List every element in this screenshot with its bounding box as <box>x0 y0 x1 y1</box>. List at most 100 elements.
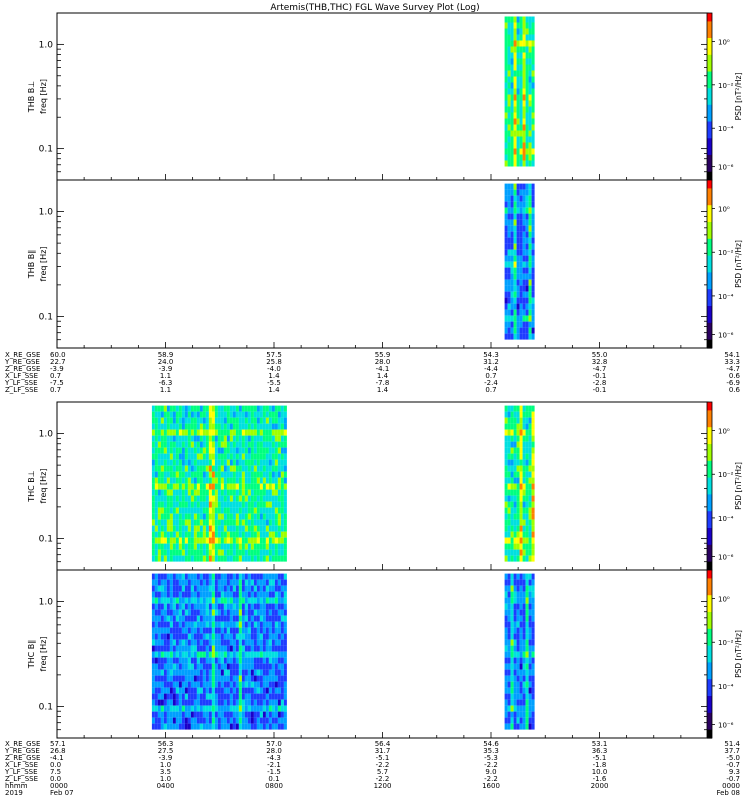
heatmap-cell <box>229 501 233 508</box>
heatmap-cell <box>175 549 179 556</box>
heatmap-cell <box>217 663 221 670</box>
heatmap-cell <box>513 249 517 256</box>
heatmap-cell <box>507 519 511 526</box>
colorbar-tick-label: 10⁻² <box>718 471 734 479</box>
heatmap-cell <box>265 495 269 502</box>
heatmap-cell <box>229 705 233 712</box>
heatmap-cell <box>235 477 239 484</box>
heatmap-cell <box>531 315 535 322</box>
heatmap-cell <box>250 465 254 472</box>
heatmap-cell <box>531 603 535 610</box>
heatmap-cell <box>516 100 520 107</box>
heatmap-cell <box>169 711 173 718</box>
heatmap-cell <box>163 471 167 478</box>
heatmap-cell <box>519 88 523 95</box>
colorbar-segment <box>707 729 712 733</box>
heatmap-cell <box>253 513 257 520</box>
heatmap-cell <box>522 549 526 556</box>
heatmap-cell <box>277 555 281 562</box>
heatmap-cell <box>507 597 511 604</box>
heatmap-cell <box>265 621 269 628</box>
heatmap-cell <box>271 687 275 694</box>
heatmap-cell <box>531 423 535 430</box>
heatmap-cell <box>268 621 272 628</box>
heatmap-cell <box>187 549 191 556</box>
colorbar-segment <box>707 645 712 649</box>
heatmap-cell <box>256 693 260 700</box>
heatmap-cell <box>507 261 511 268</box>
heatmap-cell <box>232 579 236 586</box>
heatmap-cell <box>232 651 236 658</box>
heatmap-cell <box>519 285 523 292</box>
heatmap-cell <box>211 519 215 526</box>
x-axis-ticks <box>56 342 709 348</box>
ephemeris-value: 24.0 <box>158 358 174 366</box>
colorbar-segment <box>707 213 712 217</box>
heatmap-cell <box>516 52 520 59</box>
heatmap-cell <box>238 417 242 424</box>
heatmap-cell <box>244 693 248 700</box>
heatmap-cell <box>160 501 164 508</box>
heatmap-cell <box>229 549 233 556</box>
heatmap-cell <box>271 675 275 682</box>
heatmap-cell <box>181 543 185 550</box>
heatmap-cell <box>522 507 526 514</box>
heatmap-cell <box>175 645 179 652</box>
colorbar-segment <box>707 74 712 78</box>
heatmap-cell <box>259 447 263 454</box>
colorbar-segment <box>707 138 712 142</box>
heatmap-cell <box>217 657 221 664</box>
colorbar-segment <box>707 163 712 167</box>
heatmap-cell <box>202 459 206 466</box>
heatmap-cell <box>507 531 511 538</box>
heatmap-cell <box>507 687 511 694</box>
heatmap-cell <box>504 333 508 340</box>
heatmap-cell <box>178 465 182 472</box>
heatmap-cell <box>522 453 526 460</box>
heatmap-cell <box>516 213 520 220</box>
heatmap-cell <box>528 237 532 244</box>
colorbar-segment <box>707 328 712 332</box>
heatmap-cell <box>247 681 251 688</box>
colorbar-segment <box>707 424 712 428</box>
heatmap-cell <box>217 717 221 724</box>
heatmap-cell <box>187 507 191 514</box>
heatmap-cell <box>178 543 182 550</box>
heatmap-cell <box>187 543 191 550</box>
heatmap-cell <box>202 453 206 460</box>
heatmap-cell <box>516 693 520 700</box>
heatmap-cell <box>190 543 194 550</box>
heatmap-cell <box>196 681 200 688</box>
heatmap-cell <box>522 645 526 652</box>
heatmap-cell <box>229 483 233 490</box>
heatmap-cell <box>238 663 242 670</box>
heatmap-cell <box>531 537 535 544</box>
heatmap-cell <box>531 435 535 442</box>
heatmap-cell <box>223 693 227 700</box>
heatmap-cell <box>280 555 284 562</box>
heatmap-cell <box>214 699 218 706</box>
heatmap-cell <box>265 429 269 436</box>
heatmap-cell <box>274 675 278 682</box>
colorbar-segment <box>707 687 712 691</box>
colorbar-segment <box>707 718 712 722</box>
heatmap-cell <box>187 459 191 466</box>
heatmap-cell <box>510 513 514 520</box>
heatmap-cell <box>265 609 269 616</box>
ephemeris-row-label: Y_LF_SSE <box>4 768 38 776</box>
heatmap-cell <box>519 549 523 556</box>
heatmap-cell <box>519 142 523 149</box>
heatmap-cell <box>181 645 185 652</box>
heatmap-cell <box>172 471 176 478</box>
ephemeris-value: 22.7 <box>50 358 66 366</box>
heatmap-cell <box>250 621 254 628</box>
heatmap-cell <box>247 549 251 556</box>
heatmap-cell <box>214 537 218 544</box>
colorbar-segment <box>707 280 712 285</box>
thc-ephemeris-table: X_RE_GSEY_RE_GSEZ_RE_GSEX_LF_SSEY_LF_SSE… <box>4 740 741 783</box>
ephemeris-value: -2.2 <box>376 761 390 769</box>
heatmap-cell <box>268 681 272 688</box>
heatmap-cell <box>244 627 248 634</box>
heatmap-cell <box>220 699 224 706</box>
heatmap-cell <box>525 693 529 700</box>
